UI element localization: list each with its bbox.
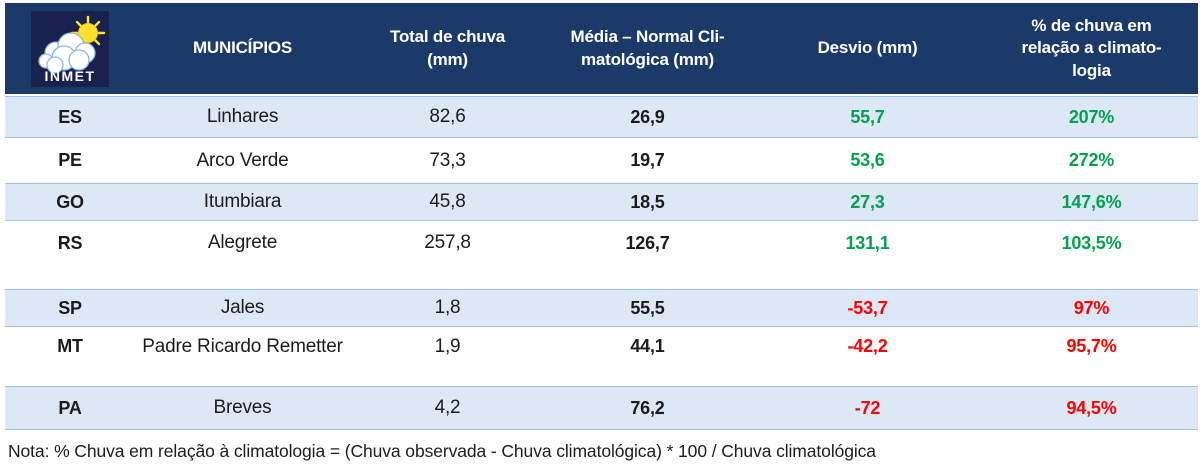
cell-media: 19,7 — [630, 150, 665, 170]
cell-municipio: Linhares — [206, 106, 279, 127]
cell-desvio: 131,1 — [845, 232, 890, 253]
cell-uf: ES — [58, 106, 82, 127]
table-row: PE Arco Verde 73,3 19,7 53,6 272% — [5, 138, 1198, 183]
table-row: PA Breves 4,2 76,2 -72 94,5% — [5, 386, 1198, 430]
cell-uf: PA — [58, 397, 82, 418]
cell-municipio: Arco Verde — [196, 149, 289, 171]
cell-total: 257,8 — [424, 232, 471, 253]
cell-pct: 94,5% — [1066, 397, 1117, 418]
group-spacer — [5, 366, 1198, 386]
table-row: RS Alegrete 257,8 126,7 131,1 103,5% — [5, 221, 1198, 265]
cell-uf: SP — [58, 297, 82, 318]
cell-total: 45,8 — [429, 191, 466, 212]
cell-uf: RS — [57, 232, 83, 253]
col-header-municipios: MUNICÍPIOS — [192, 38, 293, 58]
cell-uf: PE — [58, 150, 82, 170]
cell-municipio: Jales — [220, 297, 265, 318]
cell-media: 26,9 — [630, 106, 665, 127]
cell-desvio: -53,7 — [847, 297, 888, 318]
cell-municipio: Itumbiara — [203, 191, 282, 212]
cell-uf: MT — [57, 336, 83, 356]
table-header: INMET MUNICÍPIOS Total de chuva (mm) Méd… — [5, 3, 1198, 94]
cell-pct: 147,6% — [1061, 191, 1122, 212]
cloud-icon — [38, 31, 96, 74]
cell-media: 18,5 — [630, 191, 665, 212]
cell-uf: GO — [56, 191, 84, 212]
cell-municipio: Padre Ricardo Remetter — [142, 335, 343, 357]
cell-pct: 103,5% — [1061, 232, 1122, 253]
cell-desvio: -72 — [854, 397, 881, 418]
cell-total: 82,6 — [429, 106, 466, 127]
table-row: MT Padre Ricardo Remetter 1,9 44,1 -42,2… — [5, 327, 1198, 366]
cell-total: 1,9 — [434, 335, 461, 357]
inmet-logo: INMET — [31, 10, 109, 87]
logo-cell: INMET — [5, 3, 135, 94]
table-row: SP Jales 1,8 55,5 -53,7 97% — [5, 289, 1198, 327]
col-header-total-chuva: Total de chuva (mm) — [390, 27, 505, 69]
logo-text: INMET — [44, 68, 95, 84]
cell-pct: 207% — [1068, 106, 1115, 127]
cell-desvio: 53,6 — [850, 150, 885, 170]
cell-media: 44,1 — [630, 336, 665, 356]
cell-municipio: Breves — [213, 397, 272, 418]
col-header-desvio: Desvio (mm) — [817, 38, 918, 58]
cell-media: 55,5 — [630, 297, 665, 318]
cell-media: 126,7 — [625, 232, 670, 253]
rainfall-table: INMET MUNICÍPIOS Total de chuva (mm) Méd… — [5, 3, 1198, 462]
cell-municipio: Alegrete — [207, 232, 278, 253]
cell-total: 73,3 — [429, 149, 466, 171]
cell-total: 4,2 — [434, 397, 461, 418]
cell-pct: 95,7% — [1066, 336, 1117, 356]
cell-total: 1,8 — [434, 297, 461, 318]
cell-desvio: 55,7 — [850, 106, 885, 127]
cell-pct: 272% — [1068, 150, 1115, 170]
cell-desvio: -42,2 — [847, 336, 888, 356]
col-header-media-normal: Média – Normal Cli- matológica (mm) — [570, 27, 725, 69]
col-header-pct-climatologia: % de chuva em relação a climato- logia — [1021, 15, 1162, 80]
group-spacer — [5, 265, 1198, 289]
cell-desvio: 27,3 — [850, 191, 885, 212]
table-row: ES Linhares 82,6 26,9 55,7 207% — [5, 96, 1198, 138]
footnote: Nota: % Chuva em relação à climatologia … — [8, 441, 876, 461]
cell-pct: 97% — [1073, 297, 1110, 318]
cell-media: 76,2 — [630, 397, 665, 418]
table-row: GO Itumbiara 45,8 18,5 27,3 147,6% — [5, 183, 1198, 221]
